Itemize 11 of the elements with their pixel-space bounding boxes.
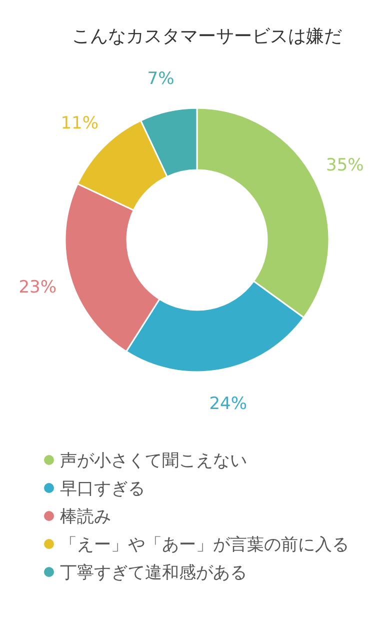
legend-label: 棒読み — [60, 507, 111, 527]
data-label: 11% — [60, 114, 99, 134]
legend-label: 早口すぎる — [60, 479, 145, 499]
chart-title: こんなカスタマーサービスは嫌だ — [72, 26, 342, 47]
data-label: 7% — [147, 69, 174, 89]
data-label: 24% — [209, 394, 248, 414]
data-label: 35% — [326, 156, 364, 176]
legend-label: 「えー」や「あー」が言葉の前に入る — [60, 535, 349, 555]
data-label: 23% — [18, 277, 56, 298]
legend-label: 丁寧すぎて違和感がある — [60, 563, 247, 583]
legend-label: 声が小さくて聞こえない — [60, 451, 247, 471]
